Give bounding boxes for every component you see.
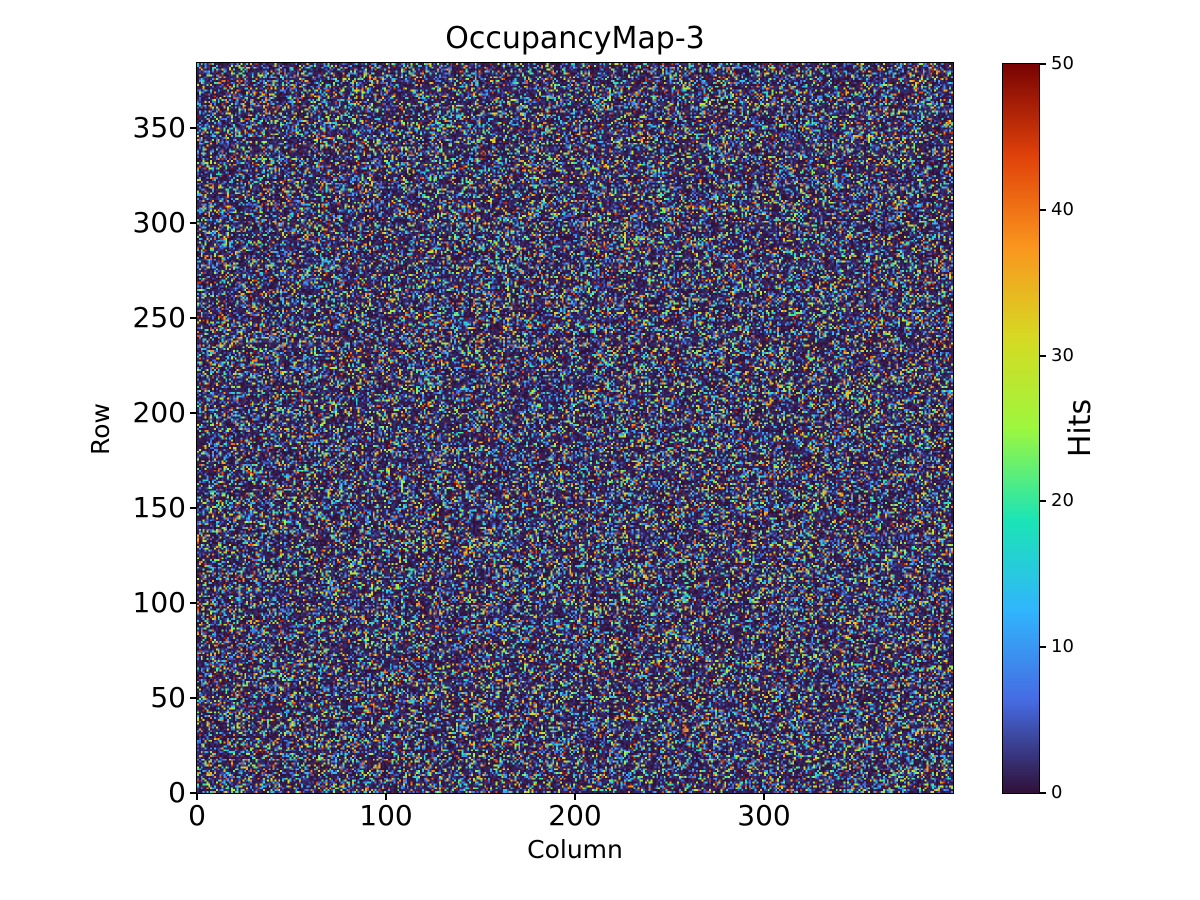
heatmap-canvas [196,62,954,794]
colorbar-tick-mark [1040,792,1046,794]
colorbar-tick-mark [1040,500,1046,503]
y-tick-label: 350 [132,110,186,144]
colorbar-tick-mark [1040,208,1046,211]
colorbar-gradient [1002,63,1040,794]
y-tick-label: 100 [132,585,186,619]
colorbar-tick-label: 20 [1051,490,1074,512]
x-tick-label: 0 [188,799,206,832]
colorbar-tick-mark [1040,646,1046,649]
colorbar-tick-label: 0 [1051,782,1063,803]
y-tick-mark [190,221,197,224]
y-tick-label: 50 [150,680,186,714]
x-tick-mark [196,793,198,800]
y-tick-label: 300 [132,205,186,239]
colorbar-tick-label: 40 [1051,198,1074,220]
y-tick-mark [190,696,197,699]
chart-title: OccupancyMap-3 [445,21,705,56]
y-tick-mark [190,792,197,794]
y-tick-label: 150 [132,490,186,524]
y-tick-mark [190,316,197,319]
colorbar-tick-label: 30 [1051,344,1074,366]
x-tick-label: 100 [359,799,413,832]
y-tick-mark [190,411,197,414]
y-tick-label: 0 [168,776,186,809]
y-tick-label: 250 [132,300,186,334]
x-tick-label: 200 [548,799,602,832]
y-tick-mark [190,506,197,509]
y-tick-label: 200 [132,395,186,429]
x-tick-mark [385,793,387,800]
x-tick-mark [763,793,765,800]
colorbar-tick-label: 10 [1051,636,1074,658]
y-tick-mark [190,601,197,604]
x-tick-label: 300 [737,799,791,832]
colorbar-tick-mark [1040,63,1046,65]
x-axis-label: Column [527,835,623,864]
colorbar-tick-mark [1040,354,1046,357]
colorbar-tick-label: 50 [1051,53,1074,74]
x-tick-mark [574,793,576,800]
y-tick-mark [190,126,197,129]
